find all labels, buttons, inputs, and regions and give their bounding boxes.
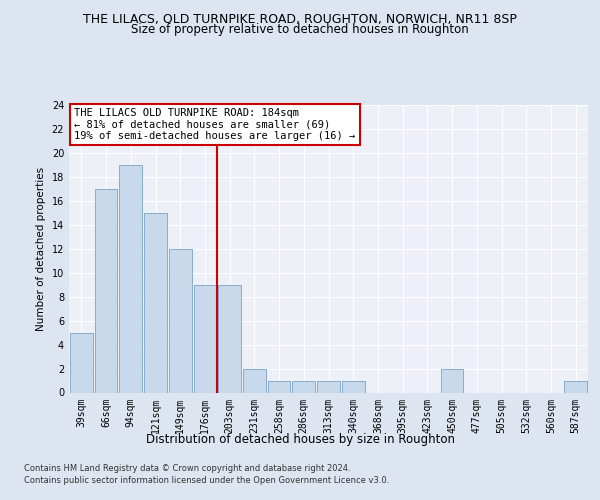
Text: Distribution of detached houses by size in Roughton: Distribution of detached houses by size … [146, 432, 455, 446]
Text: Contains HM Land Registry data © Crown copyright and database right 2024.: Contains HM Land Registry data © Crown c… [24, 464, 350, 473]
Text: Size of property relative to detached houses in Roughton: Size of property relative to detached ho… [131, 24, 469, 36]
Bar [70, 332, 93, 392]
Bar [169, 249, 191, 392]
Text: THE LILACS OLD TURNPIKE ROAD: 184sqm
← 81% of detached houses are smaller (69)
1: THE LILACS OLD TURNPIKE ROAD: 184sqm ← 8… [74, 108, 355, 141]
Bar [292, 380, 315, 392]
Bar [243, 368, 266, 392]
Text: THE LILACS, OLD TURNPIKE ROAD, ROUGHTON, NORWICH, NR11 8SP: THE LILACS, OLD TURNPIKE ROAD, ROUGHTON,… [83, 12, 517, 26]
Bar [317, 380, 340, 392]
Bar [342, 380, 365, 392]
Bar [441, 368, 463, 392]
Bar [218, 284, 241, 393]
Text: Contains public sector information licensed under the Open Government Licence v3: Contains public sector information licen… [24, 476, 389, 485]
Bar [144, 213, 167, 392]
Y-axis label: Number of detached properties: Number of detached properties [36, 166, 46, 331]
Bar [268, 380, 290, 392]
Bar [119, 165, 142, 392]
Bar [95, 189, 118, 392]
Bar [194, 284, 216, 393]
Bar [564, 380, 587, 392]
